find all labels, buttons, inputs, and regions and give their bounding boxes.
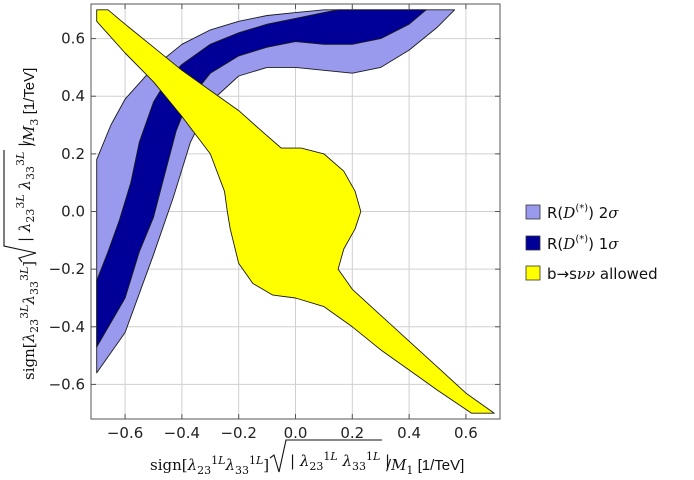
legend-item-1sigma: R(D(*)) 1σ bbox=[525, 234, 619, 253]
legend-swatch-bsnunu bbox=[525, 265, 541, 281]
y-tick-label: 0.6 bbox=[61, 30, 85, 48]
y-tick-label: 0.0 bbox=[61, 203, 85, 221]
x-tick-label: 0.6 bbox=[454, 424, 478, 442]
legend-item-2sigma: R(D(*)) 2σ bbox=[525, 203, 619, 222]
legend-label-1sigma: R(D(*)) 1σ bbox=[547, 234, 619, 253]
y-tick-label: 0.4 bbox=[61, 87, 85, 105]
x-tick-label: 0.0 bbox=[284, 424, 308, 442]
legend-label-2sigma: R(D(*)) 2σ bbox=[547, 203, 619, 222]
legend-swatch-1sigma bbox=[525, 235, 541, 251]
x-label-prefix: sign[λ231Lλ331L] bbox=[150, 454, 269, 477]
x-tick-label: −0.4 bbox=[164, 424, 200, 442]
x-axis-label: sign[λ231Lλ331L] | λ231L λ331L | /M1 [1/… bbox=[150, 439, 464, 477]
y-sqrt-sign bbox=[3, 150, 37, 263]
legend-item-bsnunu: b→sνν allowed bbox=[525, 265, 658, 283]
legend: R(D(*)) 2σ R(D(*)) 1σ b→sνν allowed bbox=[525, 203, 658, 283]
y-label-suffix: /M3 [1/TeV] bbox=[20, 68, 41, 146]
x-tick-label: −0.6 bbox=[107, 424, 143, 442]
y-label-prefix: sign[λ233Lλ333L] bbox=[18, 261, 41, 380]
legend-label-bsnunu: b→sνν allowed bbox=[547, 265, 658, 283]
y-tick-label: 0.2 bbox=[61, 145, 85, 163]
x-tick-label: −0.2 bbox=[220, 424, 256, 442]
x-tick-label: 0.2 bbox=[340, 424, 364, 442]
legend-swatch-2sigma bbox=[525, 204, 541, 220]
x-sqrt-sign bbox=[269, 439, 382, 473]
regions bbox=[96, 9, 495, 414]
y-ticks: −0.6 −0.4 −0.2 0.0 0.2 0.4 0.6 bbox=[49, 30, 500, 393]
x-label-suffix: /M1 [1/TeV] bbox=[386, 456, 464, 477]
y-label-abs: | λ233L λ333L | bbox=[14, 142, 37, 242]
region-bsnunu-allowed bbox=[96, 9, 495, 414]
y-tick-label: −0.4 bbox=[49, 318, 85, 336]
y-tick-label: −0.2 bbox=[49, 260, 85, 278]
x-ticks: −0.6 −0.4 −0.2 0.0 0.2 0.4 0.6 bbox=[107, 4, 478, 442]
x-label-abs: | λ231L λ331L | bbox=[290, 450, 390, 473]
y-tick-label: −0.6 bbox=[49, 375, 85, 393]
x-tick-label: 0.4 bbox=[397, 424, 421, 442]
y-axis-label: sign[λ233Lλ333L] | λ233L λ333L | /M3 [1/… bbox=[3, 68, 41, 380]
